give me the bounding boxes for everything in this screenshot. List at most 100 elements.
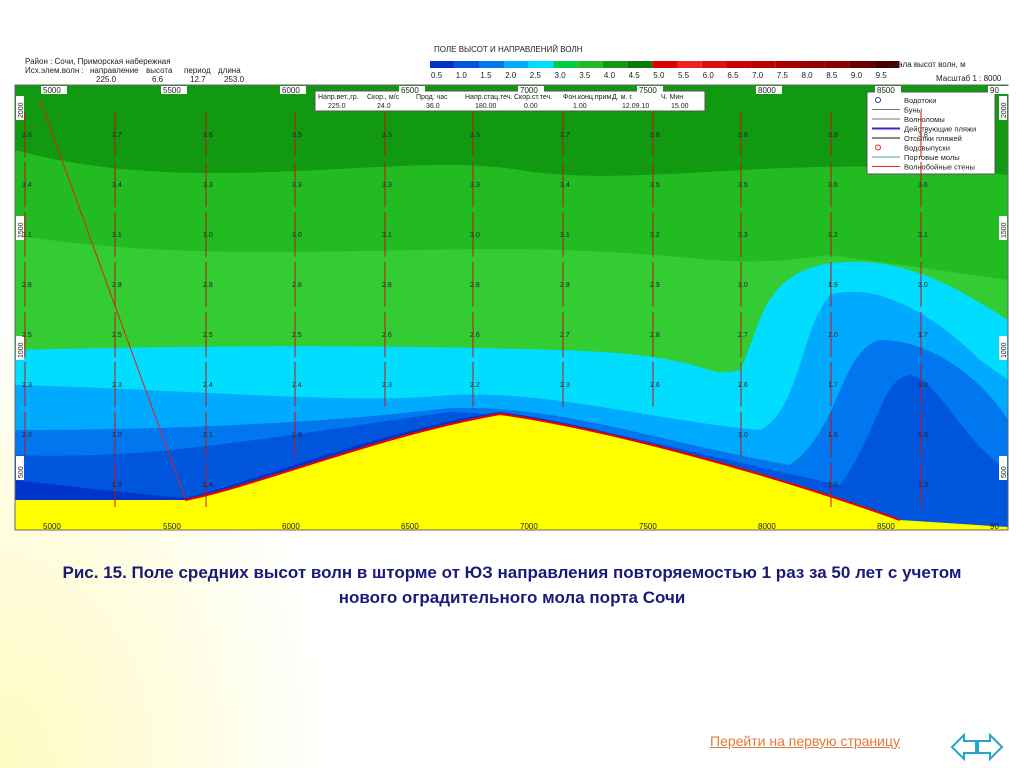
wave-height: 2.0 [292,432,302,439]
scale-swatch [874,61,900,68]
scale-swatch [751,61,776,68]
wave-height: 2.4 [292,382,302,389]
wave-height: 1.4 [203,482,213,489]
x-axis-top: 7500 [639,86,657,95]
wave-height: 3.3 [292,182,302,189]
wave-height: 3.0 [203,232,213,239]
scale-swatch [602,61,628,68]
y-label-bg [16,96,24,120]
scale-label: 2.0 [505,71,517,80]
legend-item: Портовые молы [904,153,960,162]
param-value: 225.0 [328,103,346,110]
wave-height: 1.7 [828,382,838,389]
scale-swatch [627,61,653,68]
x-axis-top: 5500 [163,86,181,95]
x-axis-bottom: 8500 [877,522,895,531]
wave-height: 2.1 [203,432,213,439]
x-axis-bottom: 7000 [520,522,538,531]
scale-swatch [528,61,554,68]
wave-height: 2.5 [203,332,213,339]
scale-swatch [430,61,455,68]
param-value: 24.0 [377,103,391,110]
wave-height: 3.0 [738,432,748,439]
nav-arrows[interactable] [950,731,1004,763]
wave-height: 2.8 [203,282,213,289]
map [14,84,1009,531]
scale-label: 8.0 [802,71,814,80]
params-table: Напр.вет.,гр. 225.0 Скор., м/с 24.0 Прод. ча… [314,90,706,112]
y-label-bg [999,336,1007,360]
scale-label: 4.0 [604,71,616,80]
y-label-bg [16,456,24,480]
wave-height: 1.6 [112,482,122,489]
legend-item: Волноломы [904,115,945,124]
scale-label: 4.5 [629,71,641,80]
wave-height: 3.8 [650,132,660,139]
wave-height: 3.8 [738,132,748,139]
wave-height: 3.4 [112,182,122,189]
y-axis-left: 1000 [18,342,25,358]
scale-swatch [578,61,603,68]
scale-label: 1.0 [456,71,468,80]
wave-height: 3.7 [112,132,122,139]
wave-height: 3.8 [22,132,32,139]
wave-height: 1.7 [918,332,928,339]
wave-height: 2.3 [382,382,392,389]
param-column: Прод. час [416,94,448,101]
scale-unit: шкала высот волн, м [888,60,966,69]
legend-item: Отсыпки пляжей [904,134,962,143]
x-label-bg [41,86,67,94]
y-label-bg [999,96,1007,120]
wave-column: период [184,66,211,75]
wave-height: 2.0 [22,432,32,439]
x-label-bg [280,86,306,94]
legend-symbol [875,144,881,151]
x-label-bg [875,86,901,94]
first-page-link[interactable]: Перейти на первую страницу [710,733,900,749]
legend-item: Действующие пляжи [904,125,976,134]
param-column: Напр.стац.теч. [465,94,512,101]
x-axis-bottom: 90 [990,522,999,531]
scale-label: 5.5 [678,71,690,80]
region: Район : Сочи, Приморская набережная [25,57,171,66]
scale-label: 1.5 [480,71,492,80]
x-label-bg [399,86,425,94]
wave-value: 253.0 [224,75,245,84]
scale-swatch [504,61,529,68]
wave-height: 3.1 [382,232,392,239]
wave-height: 3.2 [828,232,838,239]
wave-height: 2.3 [560,382,570,389]
y-axis-left: 500 [18,466,25,478]
param-column: Фон.конц.прим. [563,94,613,101]
x-axis-top: 7000 [520,86,538,95]
x-label-bg [988,86,1014,94]
legend-item: Волнобойные стены [904,163,975,172]
wave-height: 3.0 [918,282,928,289]
wave-height: 3.5 [292,132,302,139]
x-axis-top: 6000 [282,86,300,95]
scale-label: 3.0 [555,71,567,80]
wave-height: 2.6 [738,382,748,389]
param-column: Скор.ст.теч. [514,94,552,101]
param-column: Д. м. г. [612,94,633,101]
wave-height: 3.1 [560,232,570,239]
x-axis-top: 8000 [758,86,776,95]
y-axis-right: 2000 [1001,102,1008,118]
map-scale: Масштаб 1 : 8000 [936,74,1002,83]
y-label-bg [16,336,24,360]
legend-item: Буны [904,106,922,115]
wave-height: 2.8 [112,282,122,289]
wave-height: 3.8 [918,132,928,139]
wave-height: 2.0 [828,332,838,339]
wave-height: 3.2 [650,232,660,239]
y-axis-left: 2000 [18,102,25,118]
scale-label: 0.5 [431,71,443,80]
wave-height: 3.3 [203,182,213,189]
wave-height: 2.3 [112,382,122,389]
wave-height: 2.7 [560,332,570,339]
param-value: 180.00 [475,103,497,110]
wave-label: Исх.элем.волн : [25,66,84,75]
wave-height: 1.6 [828,432,838,439]
scale-label: 8.5 [826,71,838,80]
scale-label: 7.5 [777,71,789,80]
